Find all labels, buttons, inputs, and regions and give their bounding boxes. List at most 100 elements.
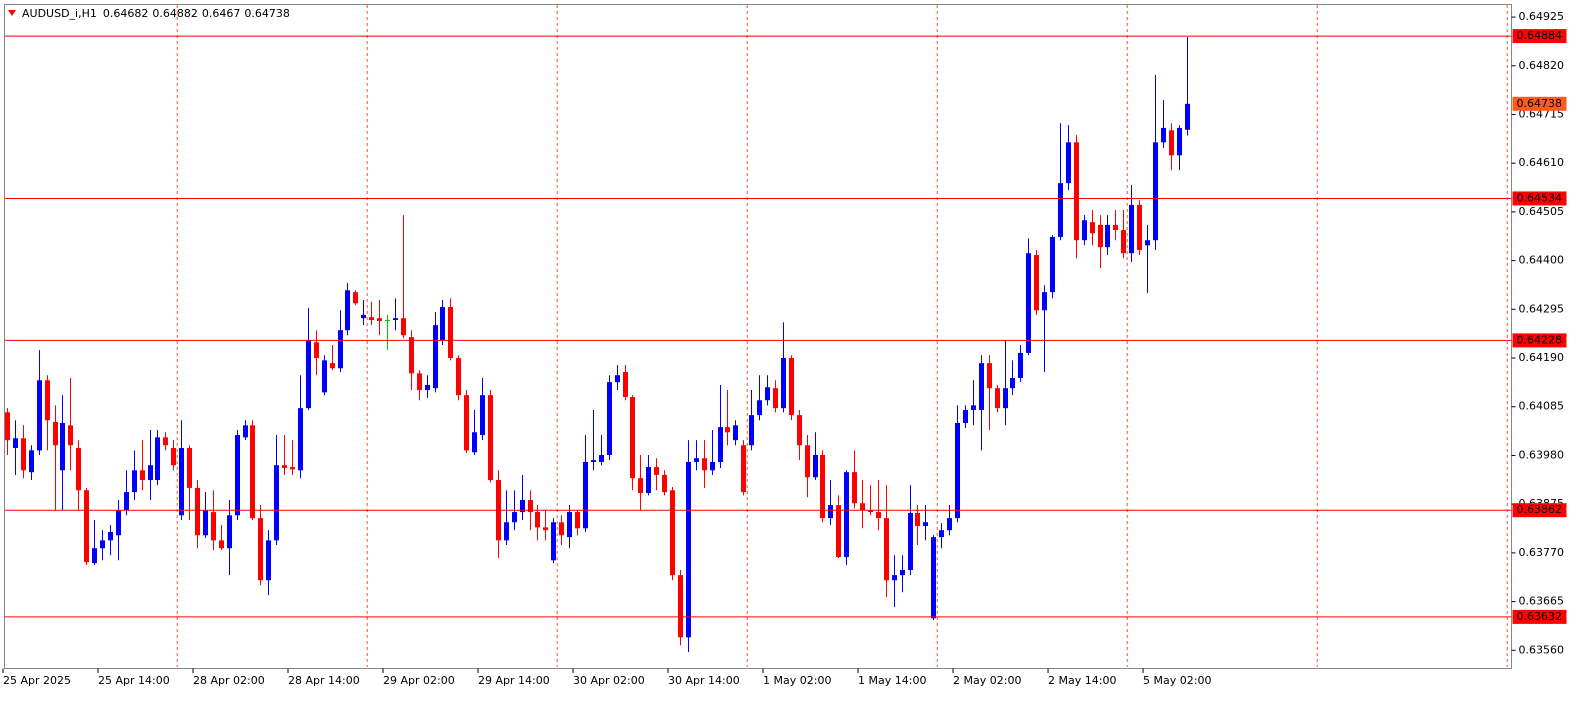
- candle-body: [472, 432, 477, 453]
- candle-body: [243, 425, 248, 438]
- candle-body: [670, 490, 675, 576]
- candle-body: [409, 337, 414, 374]
- candle-body: [274, 465, 279, 541]
- candle-body: [456, 358, 461, 396]
- candle-body: [298, 408, 303, 471]
- level-tag: [1512, 29, 1567, 44]
- candle-body: [955, 422, 960, 519]
- level-tag-label: 0.63862: [1517, 503, 1563, 516]
- candle-body: [330, 363, 335, 369]
- candle-body: [440, 307, 445, 340]
- x-tick-label: 28 Apr 14:00: [288, 674, 360, 687]
- candle-body: [1074, 142, 1079, 241]
- last-open: 0.64682: [103, 7, 149, 20]
- candle-body: [401, 318, 406, 336]
- y-tick-label: 0.64925: [1519, 10, 1565, 23]
- candle-body: [543, 527, 548, 531]
- level-tag-label: 0.64228: [1517, 333, 1563, 346]
- candle-body: [813, 454, 818, 478]
- candle-body: [963, 409, 968, 423]
- level-tag: [1512, 191, 1567, 206]
- candle-body: [37, 380, 42, 451]
- candle-body: [29, 450, 34, 473]
- candle-body: [100, 540, 105, 549]
- candle-body: [868, 510, 873, 513]
- candle-body: [971, 405, 976, 410]
- x-tick-label: 2 May 02:00: [953, 674, 1021, 687]
- candle-body: [21, 438, 26, 471]
- candle-body: [749, 415, 754, 446]
- header: AUDUSD_i,H1 0.64682 0.64882 0.6467 0.64738: [22, 7, 290, 20]
- candle-body: [694, 458, 699, 462]
- x-tick-label: 2 May 14:00: [1048, 674, 1116, 687]
- candle-body: [163, 437, 168, 446]
- candle-body: [266, 540, 271, 581]
- candle-body: [361, 314, 366, 319]
- candle-body: [630, 397, 635, 479]
- header-arrow: [8, 10, 16, 16]
- candle-body: [1137, 204, 1142, 250]
- candle-body: [13, 438, 18, 449]
- candle-body: [1161, 127, 1166, 143]
- candle-body: [741, 445, 746, 493]
- candle-body: [385, 319, 390, 321]
- candle-body: [828, 505, 833, 519]
- y-tick-label: 0.64400: [1519, 254, 1565, 267]
- candle-body: [353, 292, 358, 304]
- plot-border: [4, 4, 1512, 669]
- level-tag: [1512, 609, 1567, 624]
- candle-body: [250, 425, 255, 519]
- y-tick-label: 0.64295: [1519, 302, 1565, 315]
- candle-body: [686, 461, 691, 638]
- candle-body: [155, 437, 160, 481]
- y-tick-label: 0.64610: [1519, 156, 1565, 169]
- level-tag: [1512, 333, 1567, 348]
- candle-body: [1018, 352, 1023, 378]
- candle-body: [520, 499, 525, 513]
- candle-body: [884, 518, 889, 581]
- candle-body: [710, 461, 715, 471]
- candle-body: [219, 540, 224, 549]
- candle-body: [1042, 292, 1047, 311]
- y-tick-label: 0.63665: [1519, 595, 1565, 608]
- level-tag: [1512, 503, 1567, 518]
- candle-body: [733, 425, 738, 441]
- x-tick-label: 30 Apr 02:00: [573, 674, 645, 687]
- candle-body: [781, 358, 786, 409]
- level-tag-label: 0.64884: [1517, 29, 1563, 42]
- candle-body: [45, 380, 50, 421]
- candle-body: [995, 388, 1000, 409]
- candle-body: [282, 465, 287, 468]
- candle-body: [116, 510, 121, 536]
- candle-body: [258, 518, 263, 581]
- candle-body: [820, 454, 825, 519]
- candle-body: [900, 570, 905, 576]
- x-tick-label: 29 Apr 02:00: [383, 674, 455, 687]
- candle-body: [1026, 253, 1031, 353]
- candle-body: [1153, 142, 1158, 241]
- candle-body: [987, 363, 992, 389]
- candle-body: [227, 515, 232, 549]
- candle-body: [844, 472, 849, 558]
- candle-body: [1177, 127, 1182, 156]
- candle-body: [425, 384, 430, 391]
- candle-body: [1090, 222, 1095, 234]
- candle-body: [535, 512, 540, 528]
- candle-body: [860, 503, 865, 511]
- candle-body: [583, 461, 588, 529]
- level-tag-label: 0.64534: [1517, 191, 1563, 204]
- candle-body: [876, 512, 881, 519]
- candle-body: [1169, 130, 1174, 156]
- price-tag: [1512, 96, 1567, 111]
- candle-body: [84, 490, 89, 563]
- candle-body: [488, 395, 493, 481]
- candle-body: [76, 448, 81, 491]
- candle-body: [53, 422, 58, 446]
- candle-body: [646, 467, 651, 494]
- candle-body: [132, 470, 137, 493]
- candle-body: [559, 522, 564, 536]
- candle-body: [195, 487, 200, 536]
- candle-body: [448, 307, 453, 359]
- candle-body: [1050, 236, 1055, 293]
- candle-body: [789, 358, 794, 416]
